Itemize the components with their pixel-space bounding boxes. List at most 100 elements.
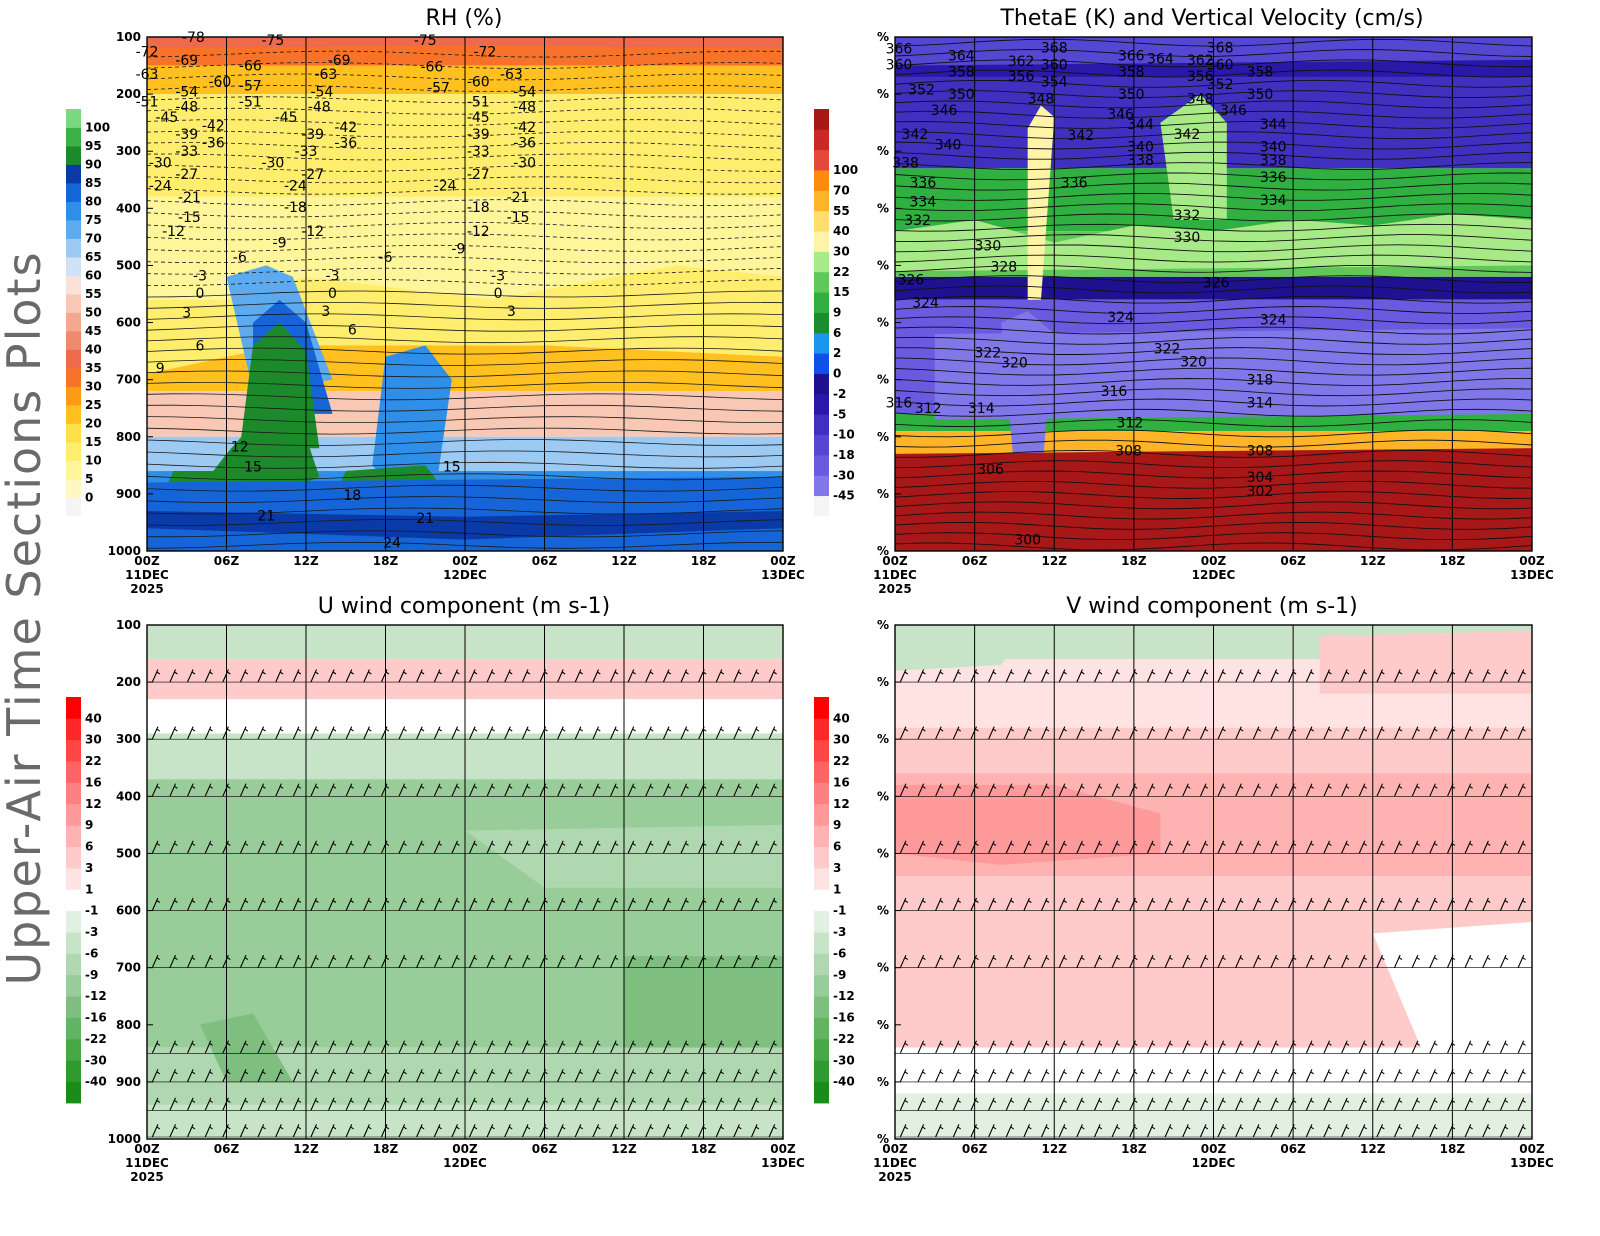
wind-barb	[504, 1069, 513, 1083]
wind-barb	[204, 954, 213, 968]
wind-barb	[1023, 669, 1032, 683]
colorbar-label: 9	[833, 306, 841, 320]
wind-barb	[363, 669, 372, 683]
contour-label: 15	[244, 459, 262, 475]
wind-barb	[1499, 669, 1509, 683]
contour-label: 328	[990, 260, 1017, 276]
wind-barb	[1023, 783, 1032, 797]
colorbar-swatch	[814, 434, 829, 456]
wind-barb	[988, 669, 997, 683]
y-tick-label: %	[877, 373, 889, 387]
wind-barb	[1341, 897, 1350, 911]
wind-barb	[380, 840, 390, 854]
wind-barb	[1376, 840, 1385, 854]
y-tick-label: %	[877, 1018, 889, 1032]
blob-a	[895, 784, 1161, 865]
colorbar-swatch	[814, 739, 829, 762]
contour-label: 368	[1207, 40, 1234, 56]
colorbar-swatch	[814, 996, 829, 1018]
wind-barb	[398, 1097, 407, 1111]
y-tick-label: 900	[116, 487, 141, 501]
contour-label: 350	[1118, 87, 1145, 103]
wind-barb	[1111, 954, 1120, 968]
contour-label: 342	[1174, 127, 1201, 143]
colorbar-label: 80	[85, 195, 102, 209]
wind-barb	[1252, 897, 1262, 911]
wind-barb	[1429, 1069, 1438, 1083]
wind-barb	[1217, 726, 1226, 740]
wind-barb	[204, 1069, 213, 1083]
contour-label: -69	[328, 53, 351, 69]
wind-barb	[1129, 954, 1138, 968]
wind-barb	[239, 1040, 249, 1054]
colorbar-label: 100	[833, 163, 858, 177]
colorbar-label: 85	[85, 176, 102, 190]
colorbar-label: 40	[85, 711, 102, 725]
wind-barb	[1499, 783, 1509, 797]
wind-barb	[680, 840, 689, 854]
colorbar-label: 16	[833, 775, 850, 789]
contour-label: 314	[968, 401, 995, 417]
wind-barb	[1093, 783, 1103, 797]
blob-c	[200, 1013, 293, 1082]
wind-barb	[952, 1124, 962, 1138]
wind-barb	[970, 1097, 979, 1111]
contour-label: 366	[1118, 48, 1145, 64]
wind-barb	[433, 1069, 443, 1083]
colorbar-label: 9	[833, 818, 841, 832]
colorbar-swatch	[814, 149, 829, 171]
wind-barb	[1199, 669, 1209, 683]
wind-barb	[169, 1124, 178, 1138]
y-tick-label: 700	[116, 961, 141, 975]
colorbar-swatch	[814, 1060, 829, 1083]
contour-label: 336	[1260, 170, 1287, 186]
contour-label: 346	[931, 103, 958, 119]
wind-barb	[151, 1124, 161, 1138]
x-tick-label: 18Z	[373, 554, 399, 568]
contour-label: 330	[975, 238, 1002, 254]
wind-barb	[750, 954, 760, 968]
wind-barb	[715, 840, 725, 854]
contour-label: 308	[1247, 443, 1274, 459]
wind-barb	[1482, 1097, 1491, 1111]
wind-barb	[574, 1040, 584, 1054]
wind-barb	[1040, 783, 1050, 797]
contour-label: 0	[196, 286, 205, 302]
wind-barb	[1235, 1097, 1244, 1111]
wind-barb	[1146, 1040, 1156, 1054]
wind-barb	[574, 954, 584, 968]
wind-barb	[970, 726, 979, 740]
wind-barb	[1005, 783, 1015, 797]
wind-barb	[327, 1124, 337, 1138]
wind-barb	[416, 840, 425, 854]
wind-barb	[1517, 726, 1526, 740]
wind-barb	[750, 669, 760, 683]
wind-barb	[186, 1097, 196, 1111]
panel-rh: RH (%)100200300400500600700800900100000Z…	[66, 6, 805, 596]
wind-barb	[275, 840, 284, 854]
wind-barb	[715, 1124, 725, 1138]
contour-label: 318	[1247, 373, 1274, 389]
wind-barb	[327, 726, 337, 740]
wind-barb	[1182, 840, 1191, 854]
wind-barb	[1005, 1040, 1015, 1054]
wind-barb	[1040, 1097, 1050, 1111]
wind-barb	[1429, 726, 1438, 740]
wind-barb	[239, 954, 249, 968]
wind-barb	[416, 1069, 425, 1083]
wind-barb	[1341, 954, 1350, 968]
colorbar-swatch	[814, 190, 829, 212]
wind-barb	[275, 897, 284, 911]
contour-label: -45	[467, 110, 490, 126]
wind-barb	[416, 897, 425, 911]
wind-barb	[1482, 1040, 1491, 1054]
wind-barb	[1341, 1069, 1350, 1083]
contour-label: -48	[175, 100, 198, 116]
wind-barb	[1040, 840, 1050, 854]
contour-label: -15	[507, 210, 530, 226]
colorbar-label: 30	[85, 733, 102, 747]
y-tick-label: %	[877, 430, 889, 444]
wind-barb	[662, 1097, 672, 1111]
wind-barb	[310, 1040, 319, 1054]
wind-barb	[662, 1124, 672, 1138]
